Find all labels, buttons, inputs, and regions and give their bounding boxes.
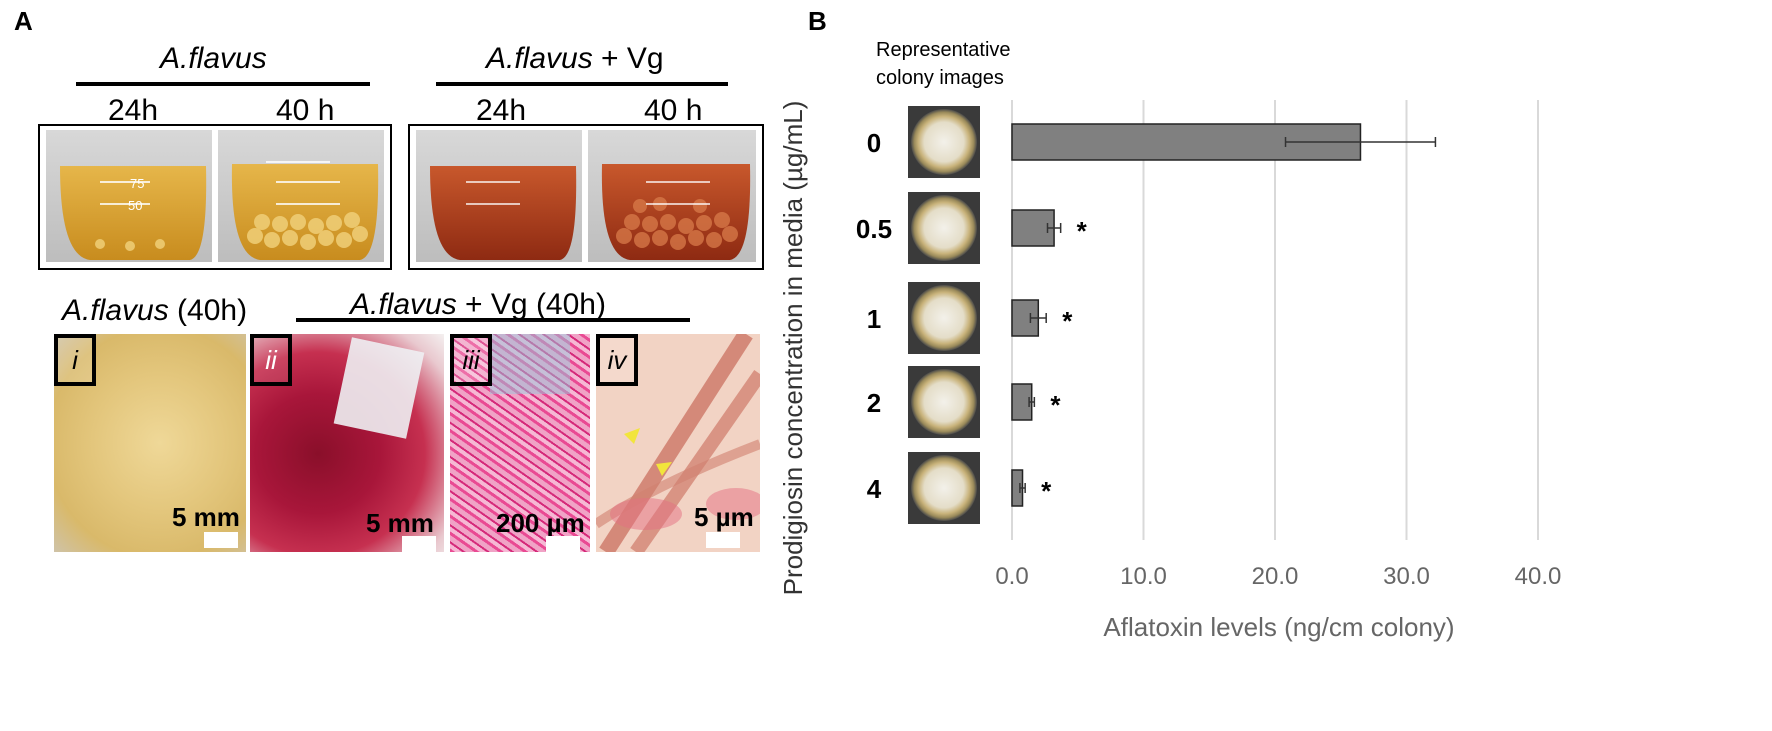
- tile-iv-hyphae-drawing: [596, 334, 760, 552]
- bars: * * * *: [1011, 123, 1437, 507]
- category-labels: 0 0.5 1 2 4: [856, 128, 892, 504]
- bar: [1011, 299, 1040, 337]
- micro-right-title: A.flavus + Vg (40h): [350, 288, 606, 322]
- x-tick-label: 0.0: [995, 563, 1028, 590]
- colony-images: [908, 106, 980, 524]
- tile-iv-scale-label: 5 µm: [694, 502, 754, 532]
- tile-iii-blue-region: [490, 334, 570, 394]
- x-tick-label: 40.0: [1515, 563, 1562, 590]
- flask-mark-75: 75: [130, 176, 144, 191]
- micro-left-title: A.flavus (40h): [62, 294, 247, 328]
- micro-right-title-plain: + Vg (40h): [456, 288, 606, 321]
- flask-group-1-line: [76, 82, 370, 86]
- colony-header: Representative colony images: [876, 36, 1011, 92]
- micro-right-line: [296, 318, 690, 322]
- flask-photos-yellow: 75 50: [46, 130, 384, 262]
- tile-iii-scale-label: 200 µm: [496, 508, 585, 538]
- x-tick-label: 10.0: [1120, 563, 1167, 590]
- flask-group-2-line: [436, 82, 728, 86]
- significance-marker: *: [1077, 216, 1088, 246]
- tile-iv-scale-bar: [706, 532, 740, 548]
- x-axis-label: Aflatoxin levels (ng/cm colony): [1103, 612, 1454, 642]
- tile-ii-scale-label: 5 mm: [366, 508, 434, 538]
- micro-right-title-italic: A.flavus: [350, 288, 457, 321]
- x-tick-label: 30.0: [1383, 563, 1430, 590]
- y-axis-label: Prodigiosin concentration in media (µg/m…: [778, 101, 808, 596]
- tile-i-scale-bar: [204, 532, 238, 548]
- x-tick-labels: 0.0 10.0 20.0 30.0 40.0: [995, 563, 1561, 590]
- flask-box-2: [408, 124, 764, 270]
- flask-group-2-title-plain: + Vg: [592, 42, 664, 75]
- tile-ii-tag: ii: [250, 334, 292, 386]
- colony-image: [911, 109, 977, 175]
- flask-group-1-title: A.flavus: [160, 42, 267, 75]
- tile-iv-tag: iv: [596, 334, 638, 386]
- flask-group-1-time-2: 40 h: [276, 94, 335, 127]
- colony-header-line-2: colony images: [876, 67, 1004, 89]
- flask-group-2-time-1: 24h: [476, 94, 527, 127]
- colony-image: [911, 369, 977, 435]
- flask-group-2-title-italic: A.flavus: [486, 42, 593, 75]
- tile-i-scale-label: 5 mm: [172, 502, 240, 532]
- flask-group-2-time-2: 40 h: [644, 94, 703, 127]
- x-tick-label: 20.0: [1252, 563, 1299, 590]
- flask-mark-50: 50: [128, 198, 142, 213]
- tile-i-tag: i: [54, 334, 96, 386]
- category-label: 1: [867, 304, 881, 334]
- significance-marker: *: [1062, 306, 1073, 336]
- colony-image: [911, 195, 977, 261]
- significance-marker: *: [1050, 390, 1061, 420]
- flask-photos-red: [416, 130, 756, 262]
- flask-group-2-title: A.flavus + Vg: [486, 42, 664, 76]
- tile-i-colony: i 5 mm: [54, 334, 246, 552]
- significance-marker: *: [1041, 476, 1052, 506]
- micro-left-title-plain: (40h): [168, 294, 248, 327]
- grid-lines: [1011, 100, 1539, 540]
- panel-b-letter: B: [808, 6, 827, 36]
- micro-left-title-italic: A.flavus: [62, 294, 169, 327]
- tile-iv-micrograph: iv 5 µm: [596, 334, 760, 552]
- category-label: 4: [867, 474, 882, 504]
- panel-a-letter: A: [14, 6, 33, 36]
- tile-ii-scale-bar: [402, 536, 436, 552]
- category-label: 2: [867, 388, 881, 418]
- tile-iii-scale-bar: [546, 536, 580, 552]
- tile-iii-tag: iii: [450, 334, 492, 386]
- flask-box-1: 75 50: [38, 124, 392, 270]
- category-label: 0.5: [856, 214, 892, 244]
- category-label: 0: [867, 128, 881, 158]
- flask-group-1-time-1: 24h: [108, 94, 159, 127]
- tile-ii-colony: ii 5 mm: [250, 334, 444, 552]
- colony-image: [911, 455, 977, 521]
- tile-iii-hyphae: iii 200 µm: [450, 334, 590, 552]
- colony-header-line-1: Representative: [876, 39, 1011, 61]
- colony-image: [911, 285, 977, 351]
